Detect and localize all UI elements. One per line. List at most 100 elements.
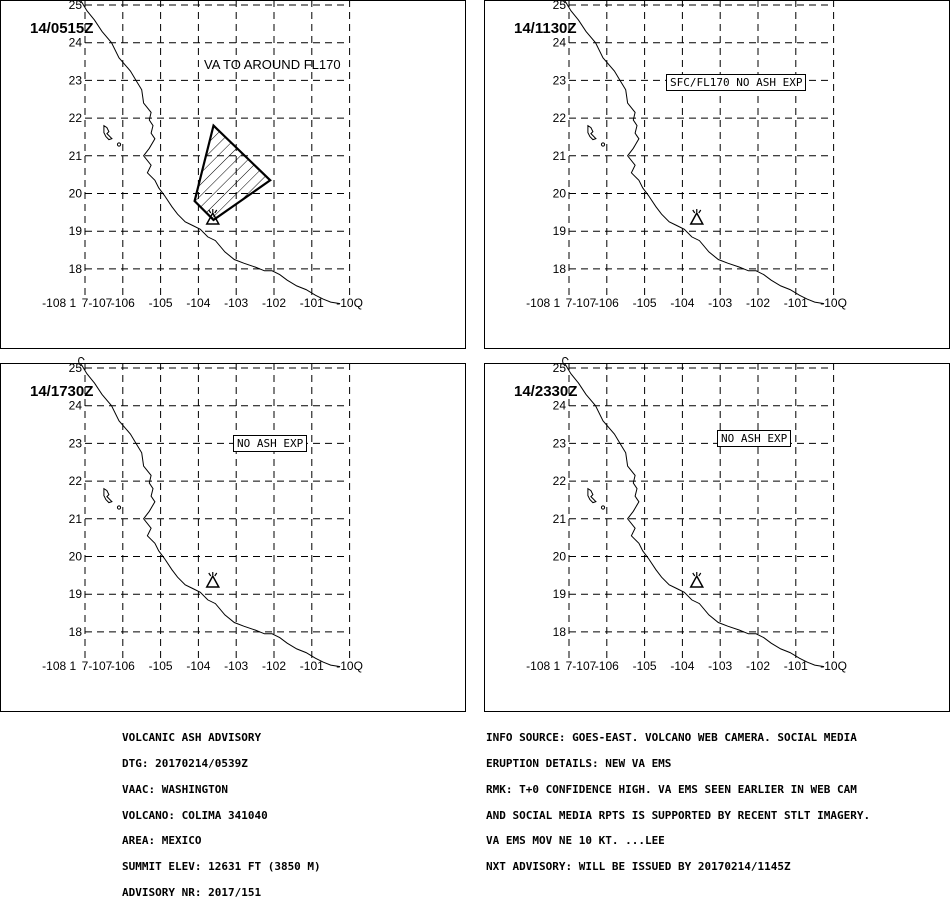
advisory-line: INFO SOURCE: GOES-EAST. VOLCANO WEB CAME… [486,731,857,745]
latitude-tick-label: 18 [69,625,83,639]
volcano-eruption-marks [208,209,218,214]
longitude-tick-label: -108 1 [42,296,76,310]
longitude-tick-label: -103 [708,659,732,673]
longitude-tick-label: -106 [595,659,619,673]
longitude-tick-label: -103 [224,296,248,310]
advisory-line: AND SOCIAL MEDIA RPTS IS SUPPORTED BY RE… [486,808,871,822]
latitude-tick-label: 19 [69,587,83,601]
island-outline [116,142,122,147]
latitude-tick-label: 18 [553,625,567,639]
volcano-icon [689,574,705,588]
longitude-tick-label: 7-107 [82,296,113,310]
longitude-tick-label: -10Q [336,659,363,673]
island-outline [116,505,122,510]
latitude-tick-label: 20 [69,550,83,564]
longitude-tick-label: -102 [262,659,286,673]
map-panel-1: 25 24 23 22 21 20 19 18 -108 1 7-107 -106 -105 -104-… [0,0,466,349]
longitude-tick-label: -106 [111,296,135,310]
longitude-tick-label: -103 [708,296,732,310]
advisory-line: ADVISORY NR: 2017/151 [122,885,262,899]
longitude-tick-label: -102 [262,296,286,310]
ash-forecast-note: NO ASH EXP [233,435,308,452]
latitude-tick-label: 24 [69,36,83,50]
latitude-tick-label: 25 [69,361,83,375]
longitude-tick-label: -105 [149,659,173,673]
latitude-tick-label: 21 [69,149,83,163]
latitude-tick-label: 25 [553,0,567,12]
island-outline [103,487,113,504]
longitude-tick-label: -106 [595,296,619,310]
latitude-tick-label: 25 [69,0,83,12]
ash-cloud-area [193,123,272,222]
latitude-tick-label: 22 [69,474,83,488]
latitude-tick-label: 22 [553,474,567,488]
latitude-tick-label: 18 [553,262,567,276]
latitude-tick-label: 18 [69,262,83,276]
latitude-tick-label: 20 [553,187,567,201]
advisory-line: VA EMS MOV NE 10 KT. ...LEE [486,834,665,848]
map-panel-4: 25 24 23 22 21 20 19 18 -108 1 7-107 -106 -105 -104-… [484,356,950,712]
coastline [80,363,341,668]
latitude-tick-label: 24 [69,399,83,413]
advisory-line: VOLCANIC ASH ADVISORY [122,731,262,745]
map-panel-3: 25 24 23 22 21 20 19 18 -108 1 7-107 -106 -105 -104-… [0,356,466,712]
volcano-icon [205,574,221,588]
ash-height-note: VA TO AROUND FL170 [204,57,341,72]
island-outline [587,487,597,504]
panel-frame [0,0,466,349]
longitude-tick-label: -104 [670,296,694,310]
advisory-line: VAAC: WASHINGTON [122,782,228,796]
latitude-tick-label: 19 [553,587,567,601]
longitude-tick-label: -10Q [820,659,847,673]
longitude-tick-label: -102 [746,296,770,310]
latitude-tick-label: 24 [553,399,567,413]
longitude-tick-label: -108 1 [526,296,560,310]
forecast-time-label: 14/2330Z [514,383,578,400]
latitude-tick-label: 23 [69,73,83,87]
latitude-tick-label: 19 [69,224,83,238]
longitude-tick-label: 7-107 [566,296,597,310]
longitude-tick-label: -108 1 [526,659,560,673]
longitude-tick-label: -10Q [820,296,847,310]
advisory-line: SUMMIT ELEV: 12631 FT (3850 M) [122,860,321,874]
volcano-eruption-marks [692,209,702,214]
latitude-tick-label: 23 [69,436,83,450]
coastline [564,363,825,668]
latitude-tick-label: 22 [553,111,567,125]
ash-forecast-note: SFC/FL170 NO ASH EXP [666,74,807,91]
longitude-tick-label: -105 [633,659,657,673]
latitude-tick-label: 20 [69,187,83,201]
advisory-line: ERUPTION DETAILS: NEW VA EMS [486,756,672,770]
latitude-tick-label: 21 [553,149,567,163]
advisory-line: NXT ADVISORY: WILL BE ISSUED BY 20170214… [486,860,791,874]
longitude-tick-label: 7-107 [82,659,113,673]
advisory-line: DTG: 20170214/0539Z [122,756,248,770]
coastline-hook [562,0,566,4]
volcano-icon [689,211,705,225]
longitude-tick-label: -101 [300,659,324,673]
longitude-tick-label: -104 [670,659,694,673]
latitude-tick-label: 23 [553,436,567,450]
longitude-tick-label: -104 [186,659,210,673]
coastline-hook [78,0,82,4]
longitude-tick-label: -101 [300,296,324,310]
latitude-tick-label: 21 [553,512,567,526]
longitude-tick-label: -102 [746,659,770,673]
ash-forecast-note: NO ASH EXP [717,430,792,447]
island-outline [103,124,113,141]
map-panel-2: 25 24 23 22 21 20 19 18 -108 1 7-107 -106 -105 -104-… [484,0,950,349]
latitude-tick-label: 22 [69,111,83,125]
island-outline [587,124,597,141]
volcano-eruption-marks [692,572,702,577]
latitude-tick-label: 21 [69,512,83,526]
forecast-time-label: 14/1130Z [514,20,577,37]
island-outline [600,142,606,147]
longitude-tick-label: -10Q [336,296,363,310]
coastline-hook [562,356,569,367]
forecast-time-label: 14/1730Z [30,383,94,400]
island-outline [600,505,606,510]
longitude-tick-label: -108 1 [42,659,76,673]
